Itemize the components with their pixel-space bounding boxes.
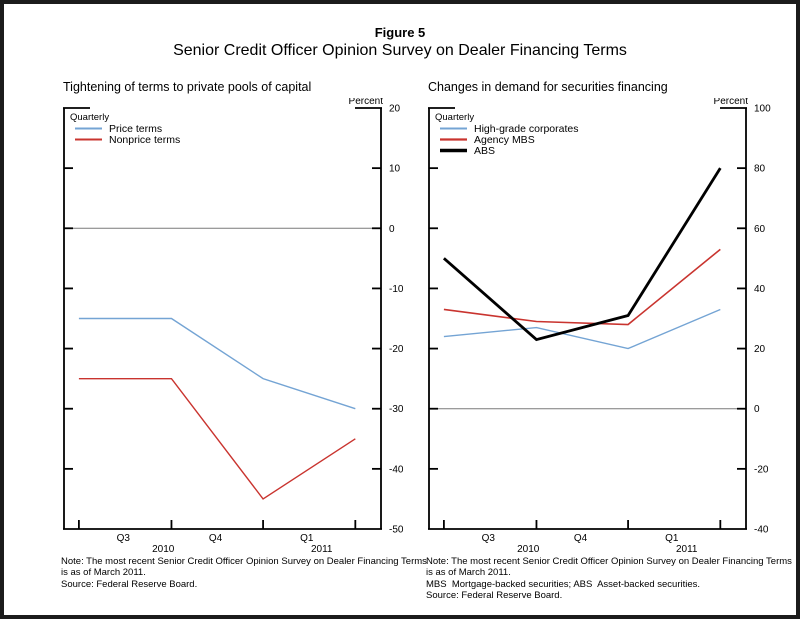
note-line: MBS Mortgage-backed securities; ABS Asse… bbox=[426, 578, 701, 590]
y-tick-label: -40 bbox=[389, 464, 404, 475]
left-chart-notes: Note: The most recent Senior Credit Offi… bbox=[61, 556, 427, 590]
right-chart-notes: Note: The most recent Senior Credit Offi… bbox=[426, 556, 792, 602]
y-tick-label: -20 bbox=[754, 464, 769, 475]
y-tick-label: 100 bbox=[754, 104, 771, 115]
series-line bbox=[78, 377, 356, 500]
legend-item-label: Price terms bbox=[109, 123, 162, 135]
y-tick-label: 20 bbox=[389, 104, 401, 115]
x-quarter-label: Q3 bbox=[117, 533, 131, 544]
x-quarter-label: Q4 bbox=[209, 533, 223, 544]
axis-unit-label: Percent bbox=[714, 98, 749, 107]
legend-header: Quarterly bbox=[70, 112, 109, 123]
axis-unit-label: Percent bbox=[349, 98, 384, 107]
left-chart-subtitle: Tightening of terms to private pools of … bbox=[63, 80, 312, 94]
y-tick-label: -50 bbox=[389, 525, 404, 536]
y-tick-label: 80 bbox=[754, 164, 766, 175]
series-line bbox=[442, 167, 722, 342]
x-year-label: 2010 bbox=[517, 544, 540, 555]
right-chart-canvas: Percent 100 80 60 40 20 0 -20 -40 Q3 Q4 Q1 2010 2011 Q… bbox=[428, 98, 771, 555]
legend-header: Quarterly bbox=[435, 112, 474, 123]
figure-label: Figure 5 bbox=[374, 25, 426, 40]
legend-item-label: High-grade corporates bbox=[474, 123, 578, 135]
left-chart-panel: Tightening of terms to private pools of … bbox=[59, 80, 427, 590]
legend-item-label: ABS bbox=[474, 145, 495, 157]
y-tick-label: -30 bbox=[389, 404, 404, 415]
x-year-label: 2011 bbox=[311, 544, 333, 555]
legend-item-label: Agency MBS bbox=[474, 134, 535, 146]
y-tick-label: 0 bbox=[389, 224, 395, 235]
y-tick-label: 0 bbox=[754, 404, 760, 415]
x-quarter-label: Q3 bbox=[482, 533, 496, 544]
figure-title: Senior Credit Officer Opinion Survey on … bbox=[173, 42, 627, 59]
note-line: is as of March 2011. bbox=[426, 567, 511, 579]
note-line: Source: Federal Reserve Board. bbox=[426, 590, 563, 602]
right-chart-panel: Changes in demand for securities financi… bbox=[424, 80, 792, 601]
y-tick-label: 10 bbox=[389, 164, 401, 175]
x-quarter-label: Q1 bbox=[665, 533, 679, 544]
note-line: Source: Federal Reserve Board. bbox=[61, 578, 198, 590]
y-tick-label: -20 bbox=[389, 344, 404, 355]
x-year-label: 2011 bbox=[676, 544, 698, 555]
note-line: Note: The most recent Senior Credit Offi… bbox=[61, 556, 427, 567]
series-line bbox=[78, 317, 356, 410]
legend-item-label: Nonprice terms bbox=[109, 134, 180, 146]
note-line: Note: The most recent Senior Credit Offi… bbox=[426, 556, 792, 567]
x-quarter-label: Q4 bbox=[574, 533, 588, 544]
y-tick-label: 40 bbox=[754, 284, 766, 295]
x-year-label: 2010 bbox=[152, 544, 175, 555]
series-line bbox=[443, 248, 721, 326]
y-tick-label: -10 bbox=[389, 284, 404, 295]
right-chart-subtitle: Changes in demand for securities financi… bbox=[428, 80, 668, 94]
series-line bbox=[443, 308, 721, 350]
x-quarter-label: Q1 bbox=[300, 533, 314, 544]
note-line: is as of March 2011. bbox=[61, 567, 146, 579]
y-tick-label: 60 bbox=[754, 224, 766, 235]
y-tick-label: -40 bbox=[754, 525, 769, 536]
y-tick-label: 20 bbox=[754, 344, 766, 355]
